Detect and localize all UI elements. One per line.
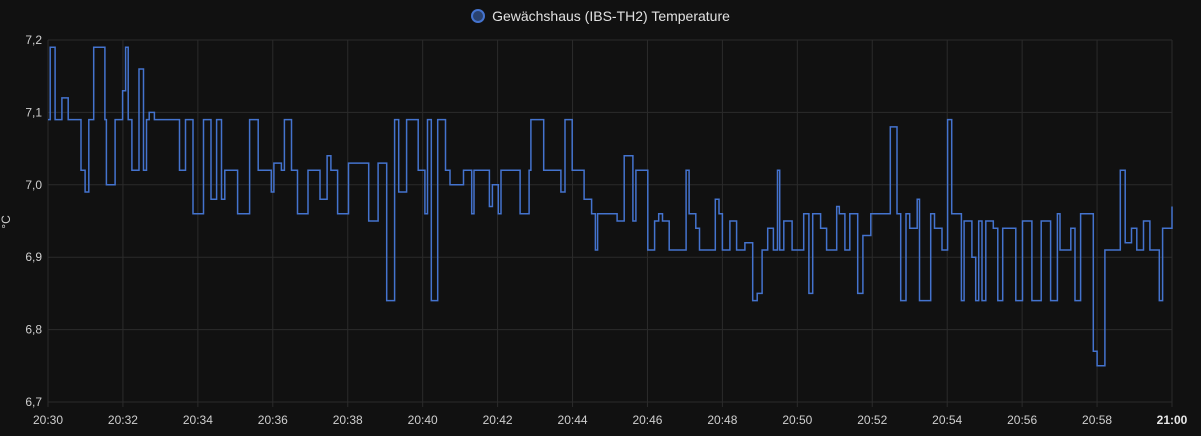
x-tick-label: 20:58 [1082, 413, 1112, 427]
x-tick-label: 20:42 [483, 413, 513, 427]
x-tick-label: 20:44 [558, 413, 588, 427]
x-tick-label: 20:46 [632, 413, 662, 427]
x-tick-label: 20:48 [707, 413, 737, 427]
x-tick-label: 20:38 [333, 413, 363, 427]
x-tick-label: 20:32 [108, 413, 138, 427]
y-axis-ticks: 7,2 7,1 7,0 6,9 6,8 6,7 [25, 33, 42, 409]
x-tick-label: 20:30 [33, 413, 63, 427]
y-axis-label: °C [0, 215, 13, 229]
x-tick-label: 21:00 [1157, 413, 1188, 427]
x-tick-label: 20:56 [1007, 413, 1037, 427]
x-tick-label: 20:54 [932, 413, 962, 427]
x-tick-label: 20:52 [857, 413, 887, 427]
y-tick-label: 7,2 [25, 33, 42, 47]
y-tick-label: 7,0 [25, 178, 42, 192]
x-tick-label: 20:50 [782, 413, 812, 427]
legend[interactable]: Gewächshaus (IBS-TH2) Temperature [0, 8, 1201, 24]
series-line[interactable] [48, 46, 1173, 367]
grid [47, 39, 1173, 407]
series-layer [48, 46, 1173, 367]
y-tick-label: 6,8 [25, 323, 42, 337]
x-tick-label: 20:40 [408, 413, 438, 427]
y-tick-label: 7,1 [25, 105, 42, 119]
legend-label: Gewächshaus (IBS-TH2) Temperature [492, 8, 730, 24]
x-axis-ticks: 20:30 20:32 20:34 20:36 20:38 20:40 20:42 20:44… [33, 413, 1188, 427]
x-tick-label: 20:36 [258, 413, 288, 427]
y-tick-label: 6,7 [25, 395, 42, 409]
y-tick-label: 6,9 [25, 250, 42, 264]
legend-swatch-icon [471, 9, 486, 23]
x-tick-label: 20:34 [183, 413, 213, 427]
